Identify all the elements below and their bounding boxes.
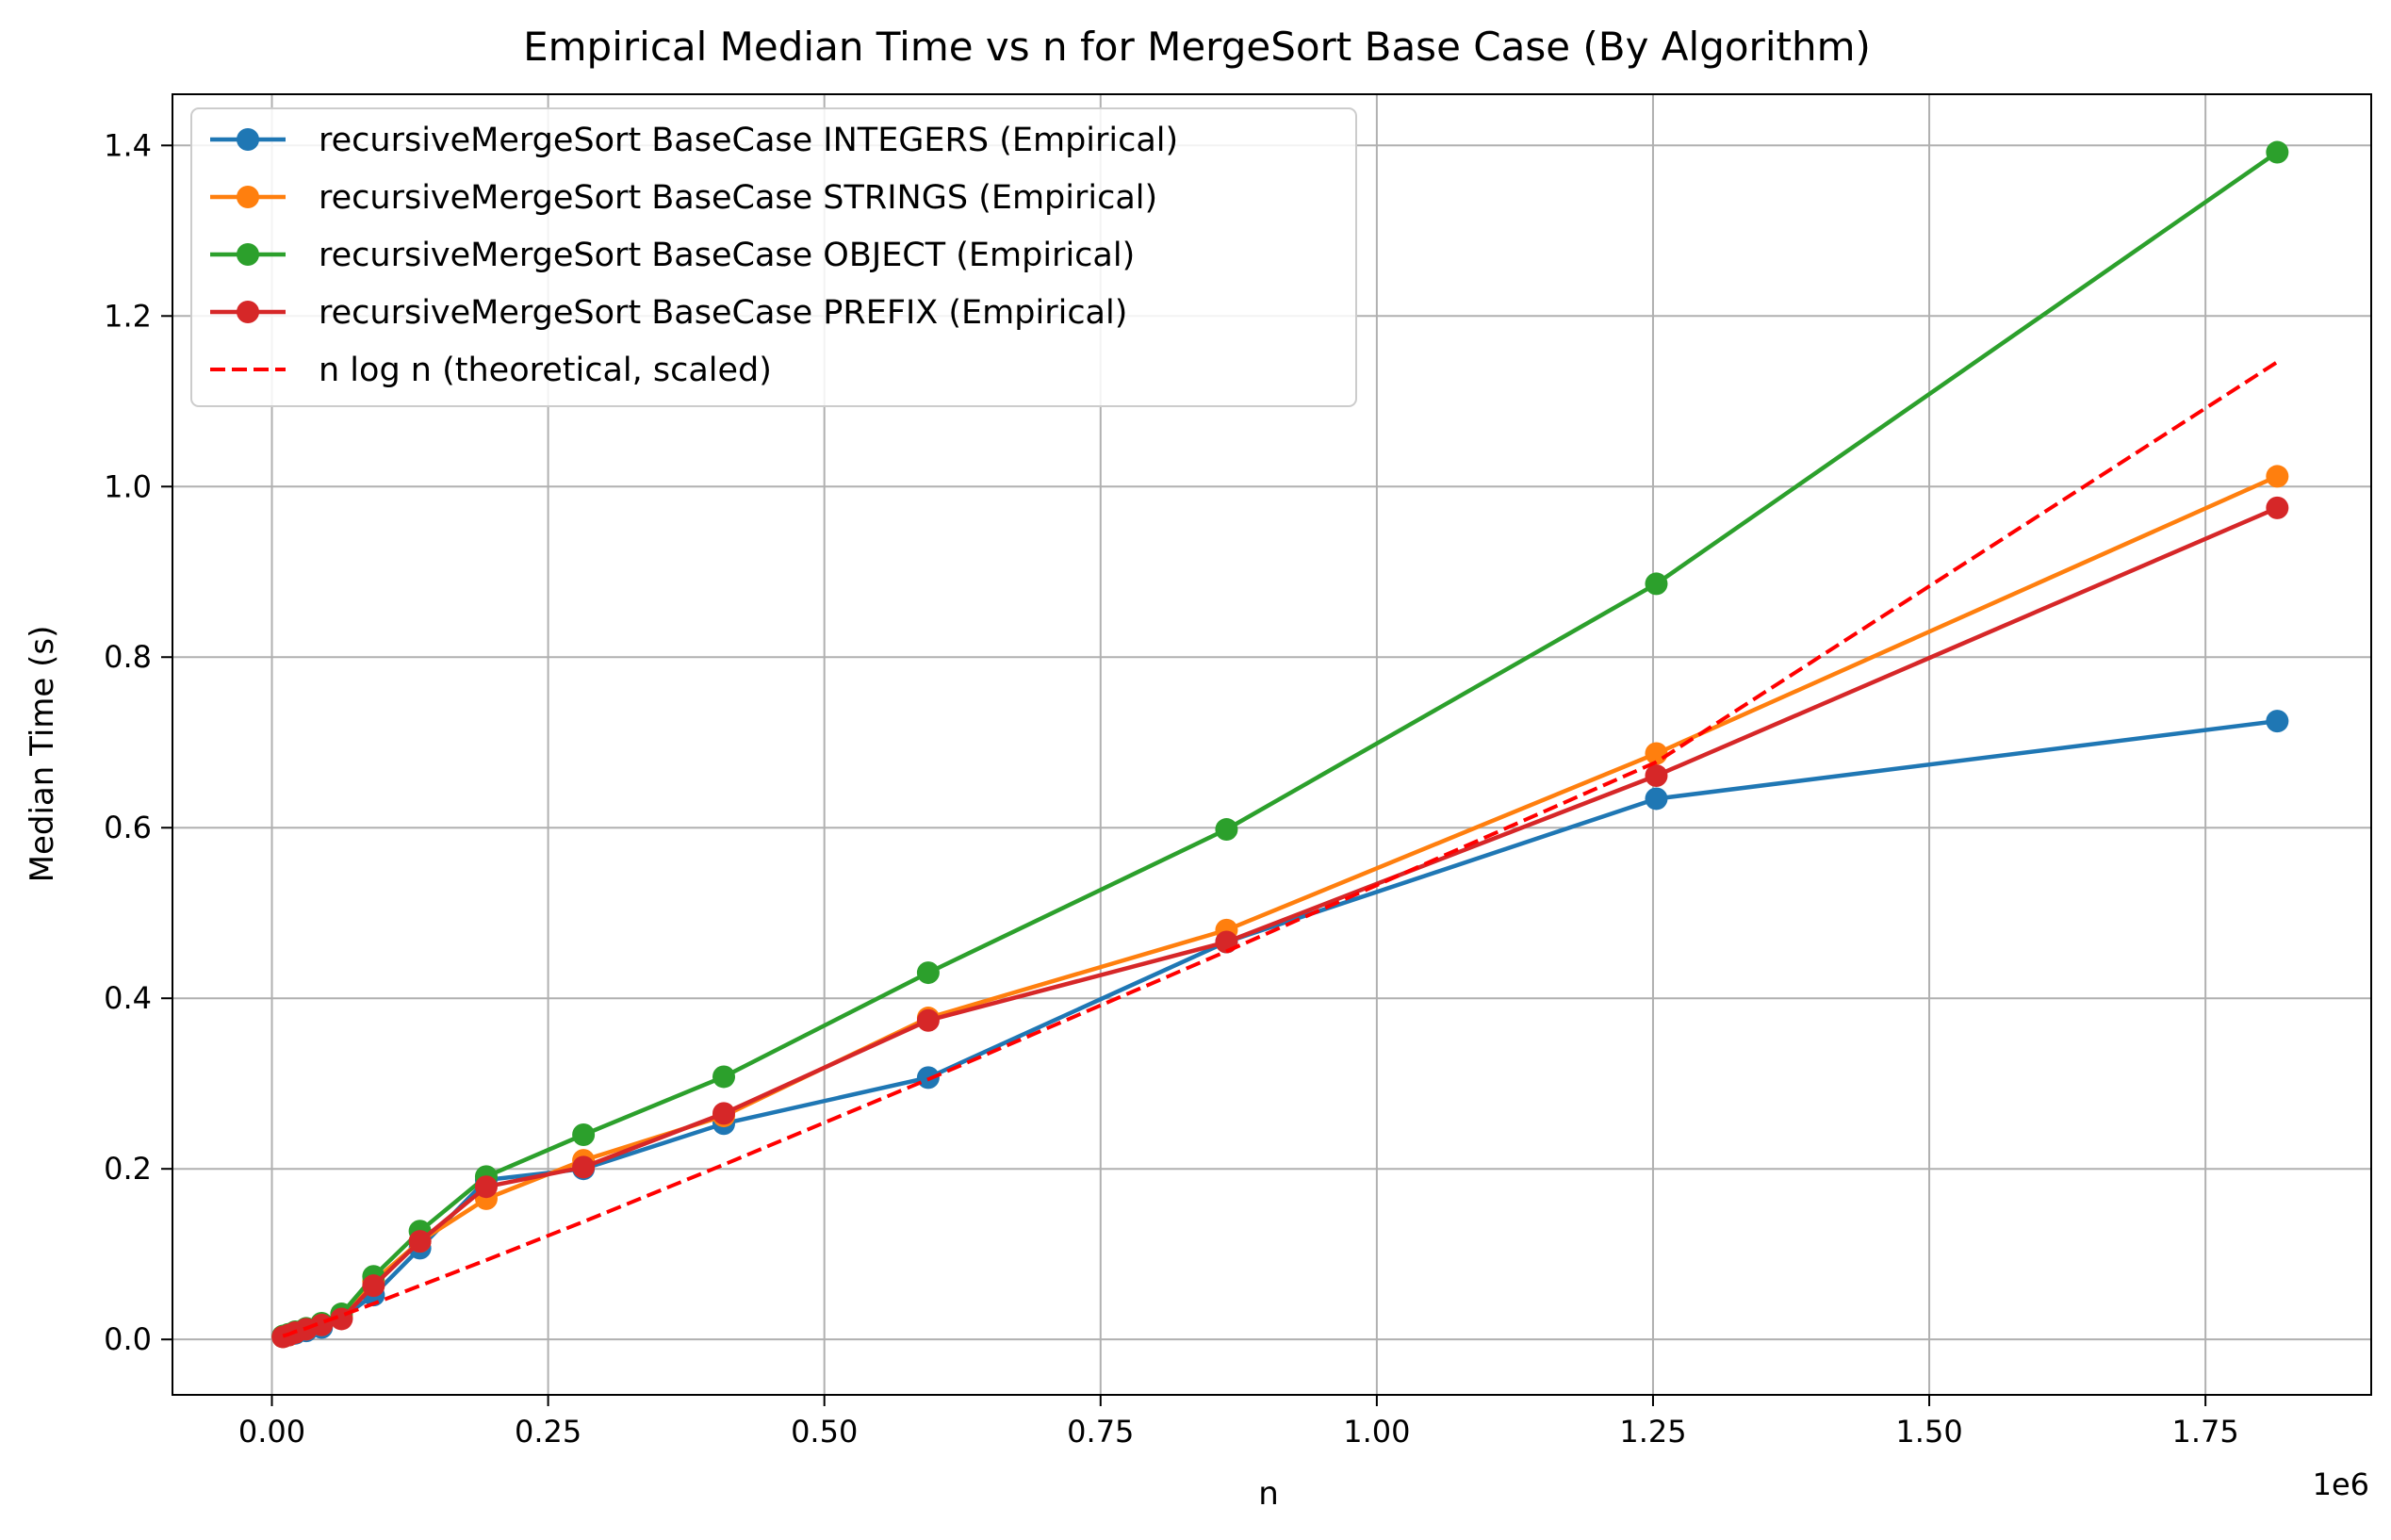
legend-entry: n log n (theoretical, scaled) <box>210 352 772 389</box>
legend-entry: recursiveMergeSort BaseCase STRINGS (Emp… <box>210 179 1157 217</box>
x-tick-label: 1.00 <box>1343 1414 1410 1450</box>
y-tick-label: 0.2 <box>104 1151 152 1187</box>
data-point <box>2266 140 2289 164</box>
x-axis-label: n <box>1258 1475 1279 1513</box>
legend-label: recursiveMergeSort BaseCase STRINGS (Emp… <box>319 179 1157 217</box>
data-point <box>1645 742 1668 765</box>
legend-entry: recursiveMergeSort BaseCase INTEGERS (Em… <box>210 122 1178 159</box>
plot-frame <box>172 93 2372 1396</box>
data-point <box>712 1102 736 1125</box>
y-tick-label: 1.0 <box>104 468 152 504</box>
y-tick-label: 1.4 <box>104 127 152 163</box>
x-tick-label: 1.75 <box>2172 1414 2239 1450</box>
legend-entry: recursiveMergeSort BaseCase OBJECT (Empi… <box>210 237 1135 274</box>
data-point <box>2266 496 2289 519</box>
data-point <box>572 1155 596 1179</box>
data-point <box>1645 764 1668 788</box>
legend-box <box>190 107 1357 407</box>
legend-marker <box>237 301 259 323</box>
data-point <box>1645 572 1668 596</box>
data-point <box>2266 710 2289 733</box>
data-point <box>1215 818 1238 842</box>
x-tick-label: 0.00 <box>238 1414 305 1450</box>
data-point <box>712 1065 736 1089</box>
x-tick-label: 0.25 <box>515 1414 581 1450</box>
y-tick-label: 1.2 <box>104 298 152 334</box>
legend-marker <box>237 186 259 208</box>
chart-title: Empirical Median Time vs n for MergeSort… <box>523 24 1871 70</box>
data-point <box>916 961 940 985</box>
series-line <box>282 360 2279 1338</box>
x-axis-offset-label: 1e6 <box>2313 1466 2369 1502</box>
y-tick-label: 0.6 <box>104 810 152 845</box>
data-point <box>1645 787 1668 811</box>
legend-marker <box>237 128 259 151</box>
legend-entry: recursiveMergeSort BaseCase PREFIX (Empi… <box>210 294 1127 332</box>
data-point <box>916 1008 940 1032</box>
data-point <box>2266 465 2289 488</box>
legend-label: n log n (theoretical, scaled) <box>319 352 772 389</box>
legend-label: recursiveMergeSort BaseCase INTEGERS (Em… <box>319 122 1178 159</box>
data-point <box>474 1175 498 1199</box>
data-point <box>572 1123 596 1146</box>
data-point <box>408 1230 432 1253</box>
x-tick-label: 0.75 <box>1067 1414 1134 1450</box>
x-tick-label: 0.50 <box>791 1414 858 1450</box>
x-tick-label: 1.25 <box>1619 1414 1686 1450</box>
legend-marker <box>237 243 259 266</box>
legend: recursiveMergeSort BaseCase INTEGERS (Em… <box>190 107 1357 407</box>
data-point <box>362 1274 385 1298</box>
x-tick-label: 1.50 <box>1895 1414 1962 1450</box>
series-4 <box>282 360 2279 1338</box>
legend-label: recursiveMergeSort BaseCase OBJECT (Empi… <box>319 237 1135 274</box>
y-tick-label: 0.0 <box>104 1321 152 1357</box>
axis-ticks: 0.00 0.25 0.50 0.75 1.00 1.25 1.50 1.75 0.0 0.2 0.… <box>104 127 2239 1450</box>
y-tick-label: 0.4 <box>104 980 152 1016</box>
legend-label: recursiveMergeSort BaseCase PREFIX (Empi… <box>319 294 1127 332</box>
plot-series <box>271 140 2289 1349</box>
y-tick-label: 0.8 <box>104 639 152 675</box>
y-axis-label: Median Time (s) <box>24 626 61 883</box>
